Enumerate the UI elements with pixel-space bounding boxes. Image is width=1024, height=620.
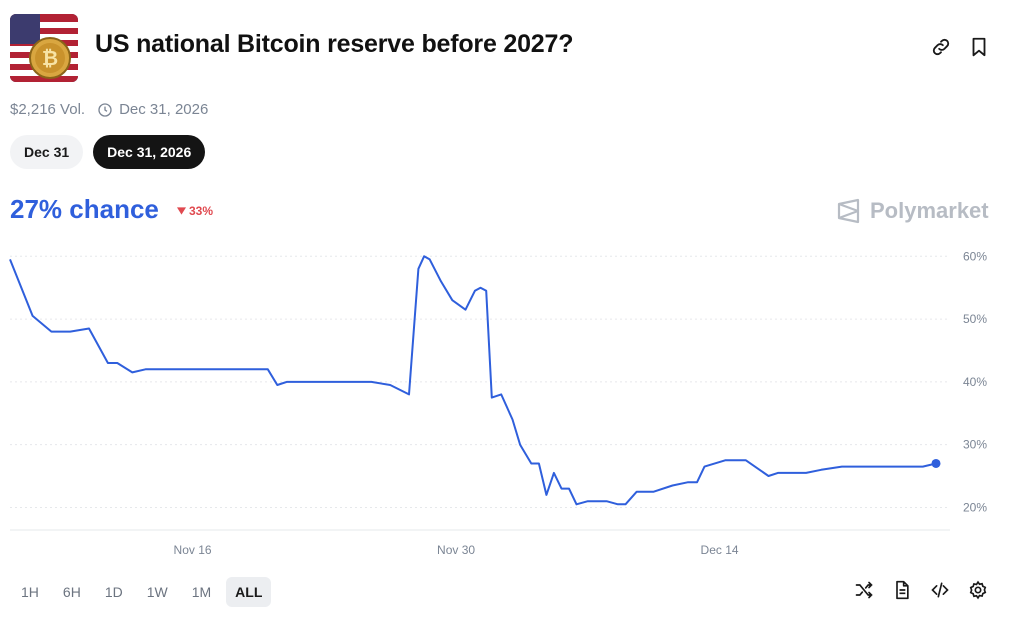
range-1h[interactable]: 1H [21, 584, 39, 600]
x-tick-label: Nov 16 [174, 543, 212, 557]
range-1d[interactable]: 1D [104, 584, 123, 600]
settings-icon [969, 580, 987, 600]
end-date-text: Dec 31, 2026 [119, 101, 209, 118]
date-tab-dec-31[interactable]: Dec 31 [10, 135, 84, 169]
polymarket-logo: Polymarket [836, 198, 989, 224]
range-6h[interactable]: 6H [62, 584, 81, 600]
embed-icon [931, 582, 949, 598]
x-tick-label: Dec 14 [701, 543, 739, 557]
document-icon [896, 580, 909, 600]
range-1w[interactable]: 1W [146, 584, 168, 600]
polymarket-icon [837, 198, 860, 224]
copy-link-button[interactable] [930, 36, 956, 62]
triangle-down-icon [177, 207, 186, 215]
bookmark-button[interactable] [968, 36, 994, 62]
y-tick-label: 30% [963, 438, 987, 452]
y-tick-label: 40% [963, 375, 987, 389]
date-tab-dec-31-2026[interactable]: Dec 31, 2026 [93, 135, 206, 169]
bitcoin-flag-image: ₿ [10, 14, 78, 82]
price-chart: 60% 50% 40% 30% 20% Nov 16 Nov 30 Dec 14 [9, 249, 987, 557]
shuffle-icon [855, 581, 873, 599]
settings-button[interactable] [968, 580, 992, 604]
y-tick-label: 50% [963, 312, 987, 326]
volume-text: $2,216 Vol. [10, 101, 86, 118]
chance-series-line [9, 255, 937, 506]
svg-text:₿: ₿ [42, 48, 58, 70]
range-1m[interactable]: 1M [191, 584, 212, 600]
market-title: US national Bitcoin reserve before 2027? [95, 30, 574, 58]
rules-button[interactable] [892, 580, 916, 604]
current-value-point [931, 458, 941, 468]
clock-icon [98, 102, 112, 117]
link-icon [932, 38, 950, 56]
date-tabs: Dec 31 Dec 31, 2026 [10, 135, 206, 169]
market-thumbnail: ₿ [10, 14, 78, 82]
range-all[interactable]: ALL [226, 577, 272, 607]
chance-text: 27% chance [10, 194, 159, 224]
y-tick-label: 20% [963, 500, 987, 514]
shuffle-button[interactable] [854, 580, 878, 604]
y-tick-label: 60% [963, 249, 987, 263]
embed-button[interactable] [930, 580, 954, 604]
market-meta: $2,216 Vol. Dec 31, 2026 [10, 101, 208, 118]
brand-name: Polymarket [870, 198, 989, 223]
bookmark-icon [972, 37, 986, 57]
chance-change-value: 33% [189, 204, 214, 218]
x-tick-label: Nov 30 [437, 543, 475, 557]
chance-change-badge: 33% [177, 204, 213, 218]
time-range-selector: 1H 6H 1D 1W 1M ALL [12, 577, 272, 607]
